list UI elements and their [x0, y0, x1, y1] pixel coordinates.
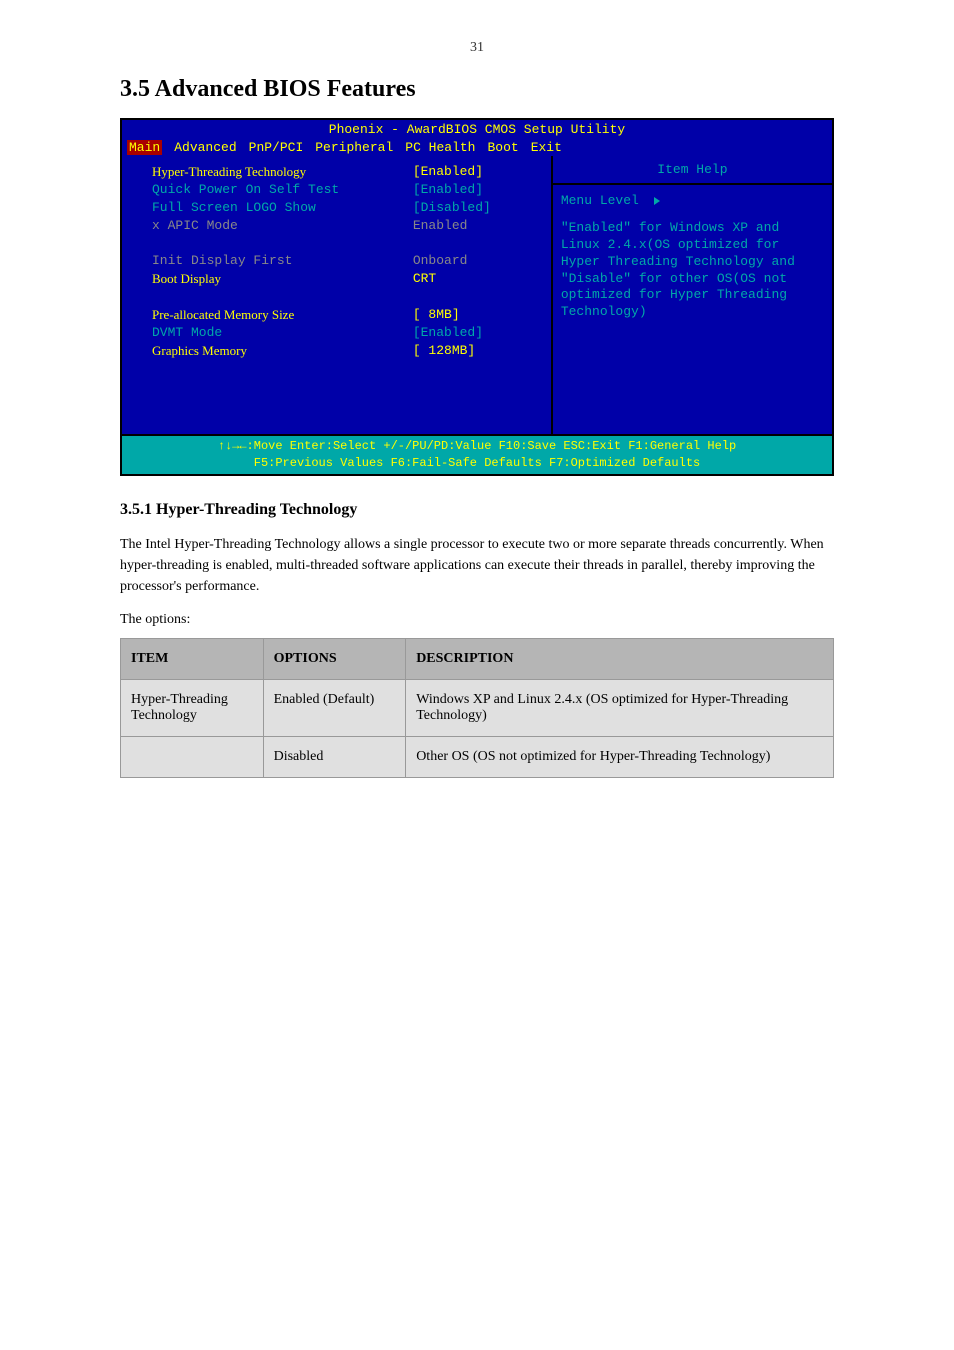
- options-label: The options:: [120, 612, 834, 628]
- bios-setting-label: Graphics Memory: [152, 343, 413, 360]
- bios-menu-item: Advanced: [174, 140, 236, 155]
- bios-setting-value: [Disabled]: [413, 200, 543, 217]
- bios-setting-value: [Enabled]: [413, 325, 543, 342]
- bios-setting-label: Pre-allocated Memory Size: [152, 307, 413, 324]
- bios-menu-item: PC Health: [405, 140, 475, 155]
- bios-menu-item: Main: [127, 140, 162, 155]
- bios-setting-row: x APIC ModeEnabled: [152, 218, 543, 235]
- bios-setting-row: Quick Power On Self Test[Enabled]: [152, 182, 543, 199]
- bios-setting-row: Hyper-Threading Technology[Enabled]: [152, 164, 543, 181]
- table-header-description: DESCRIPTION: [406, 638, 834, 679]
- bios-setting-value: [ 8MB]: [413, 307, 543, 324]
- subsection-title: 3.5.1 Hyper-Threading Technology: [120, 501, 834, 519]
- bios-setting-label: [152, 236, 413, 253]
- footer-line1: ↑↓→←:Move Enter:Select +/-/PU/PD:Value F…: [127, 438, 827, 455]
- page-number: 31: [120, 40, 834, 56]
- table-header-options: OPTIONS: [263, 638, 406, 679]
- bios-setting-row: [152, 236, 543, 253]
- bios-menu-item: Boot: [487, 140, 518, 155]
- bios-setting-label: Hyper-Threading Technology: [152, 164, 413, 181]
- table-cell-description: Windows XP and Linux 2.4.x (OS optimized…: [406, 679, 834, 736]
- bios-setting-label: Full Screen LOGO Show: [152, 200, 413, 217]
- bios-setting-row: Full Screen LOGO Show[Disabled]: [152, 200, 543, 217]
- table-cell-options: Enabled (Default): [263, 679, 406, 736]
- bios-setting-label: DVMT Mode: [152, 325, 413, 342]
- bios-menu-item: Peripheral: [315, 140, 393, 155]
- bios-setting-row: Boot DisplayCRT: [152, 271, 543, 288]
- bios-setting-label: [152, 289, 413, 306]
- table-cell-options: Disabled: [263, 736, 406, 777]
- bios-setting-value: [Enabled]: [413, 182, 543, 199]
- bios-screenshot: Phoenix - AwardBIOS CMOS Setup Utility M…: [120, 118, 834, 476]
- bios-setting-row: [152, 289, 543, 306]
- table-row: Hyper-Threading TechnologyEnabled (Defau…: [121, 679, 834, 736]
- menu-level-label: Menu Level: [561, 193, 824, 210]
- bios-menu-item: PnP/PCI: [249, 140, 304, 155]
- bios-menu-item: Exit: [531, 140, 562, 155]
- footer-line2: F5:Previous Values F6:Fail-Safe Defaults…: [127, 455, 827, 472]
- table-cell-description: Other OS (OS not optimized for Hyper-Thr…: [406, 736, 834, 777]
- bios-help-panel: Item Help Menu Level "Enabled" for Windo…: [553, 156, 832, 436]
- table-cell-item: [121, 736, 264, 777]
- subsection-description: The Intel Hyper-Threading Technology all…: [120, 534, 834, 597]
- bios-setting-row: Graphics Memory[ 128MB]: [152, 343, 543, 360]
- item-help-title: Item Help: [553, 156, 832, 185]
- bios-footer: ↑↓→←:Move Enter:Select +/-/PU/PD:Value F…: [122, 436, 832, 474]
- bios-setting-value: Onboard: [413, 253, 543, 270]
- bios-setting-value: [413, 289, 543, 306]
- help-text: "Enabled" for Windows XP and Linux 2.4.x…: [561, 220, 824, 321]
- bios-setting-value: [ 128MB]: [413, 343, 543, 360]
- bios-setting-value: [413, 236, 543, 253]
- table-header-item: ITEM: [121, 638, 264, 679]
- options-table: ITEM OPTIONS DESCRIPTION Hyper-Threading…: [120, 638, 834, 778]
- bios-setting-row: DVMT Mode[Enabled]: [152, 325, 543, 342]
- bios-setting-row: Init Display FirstOnboard: [152, 253, 543, 270]
- bios-setting-value: [Enabled]: [413, 164, 543, 181]
- table-cell-item: Hyper-Threading Technology: [121, 679, 264, 736]
- bios-setting-label: x APIC Mode: [152, 218, 413, 235]
- bios-setting-label: Init Display First: [152, 253, 413, 270]
- bios-setting-label: Boot Display: [152, 271, 413, 288]
- bios-setting-value: CRT: [413, 271, 543, 288]
- bios-setting-row: Pre-allocated Memory Size[ 8MB]: [152, 307, 543, 324]
- table-row: DisabledOther OS (OS not optimized for H…: [121, 736, 834, 777]
- section-title: 3.5 Advanced BIOS Features: [120, 76, 834, 103]
- bios-setting-label: Quick Power On Self Test: [152, 182, 413, 199]
- bios-menu-bar: Main Advanced PnP/PCI Peripheral PC Health Bo…: [122, 139, 832, 156]
- bios-settings-panel: Hyper-Threading Technology[Enabled]Quick…: [122, 156, 553, 436]
- bios-setting-value: Enabled: [413, 218, 543, 235]
- bios-title: Phoenix - AwardBIOS CMOS Setup Utility: [122, 120, 832, 139]
- arrow-right-icon: [654, 197, 660, 205]
